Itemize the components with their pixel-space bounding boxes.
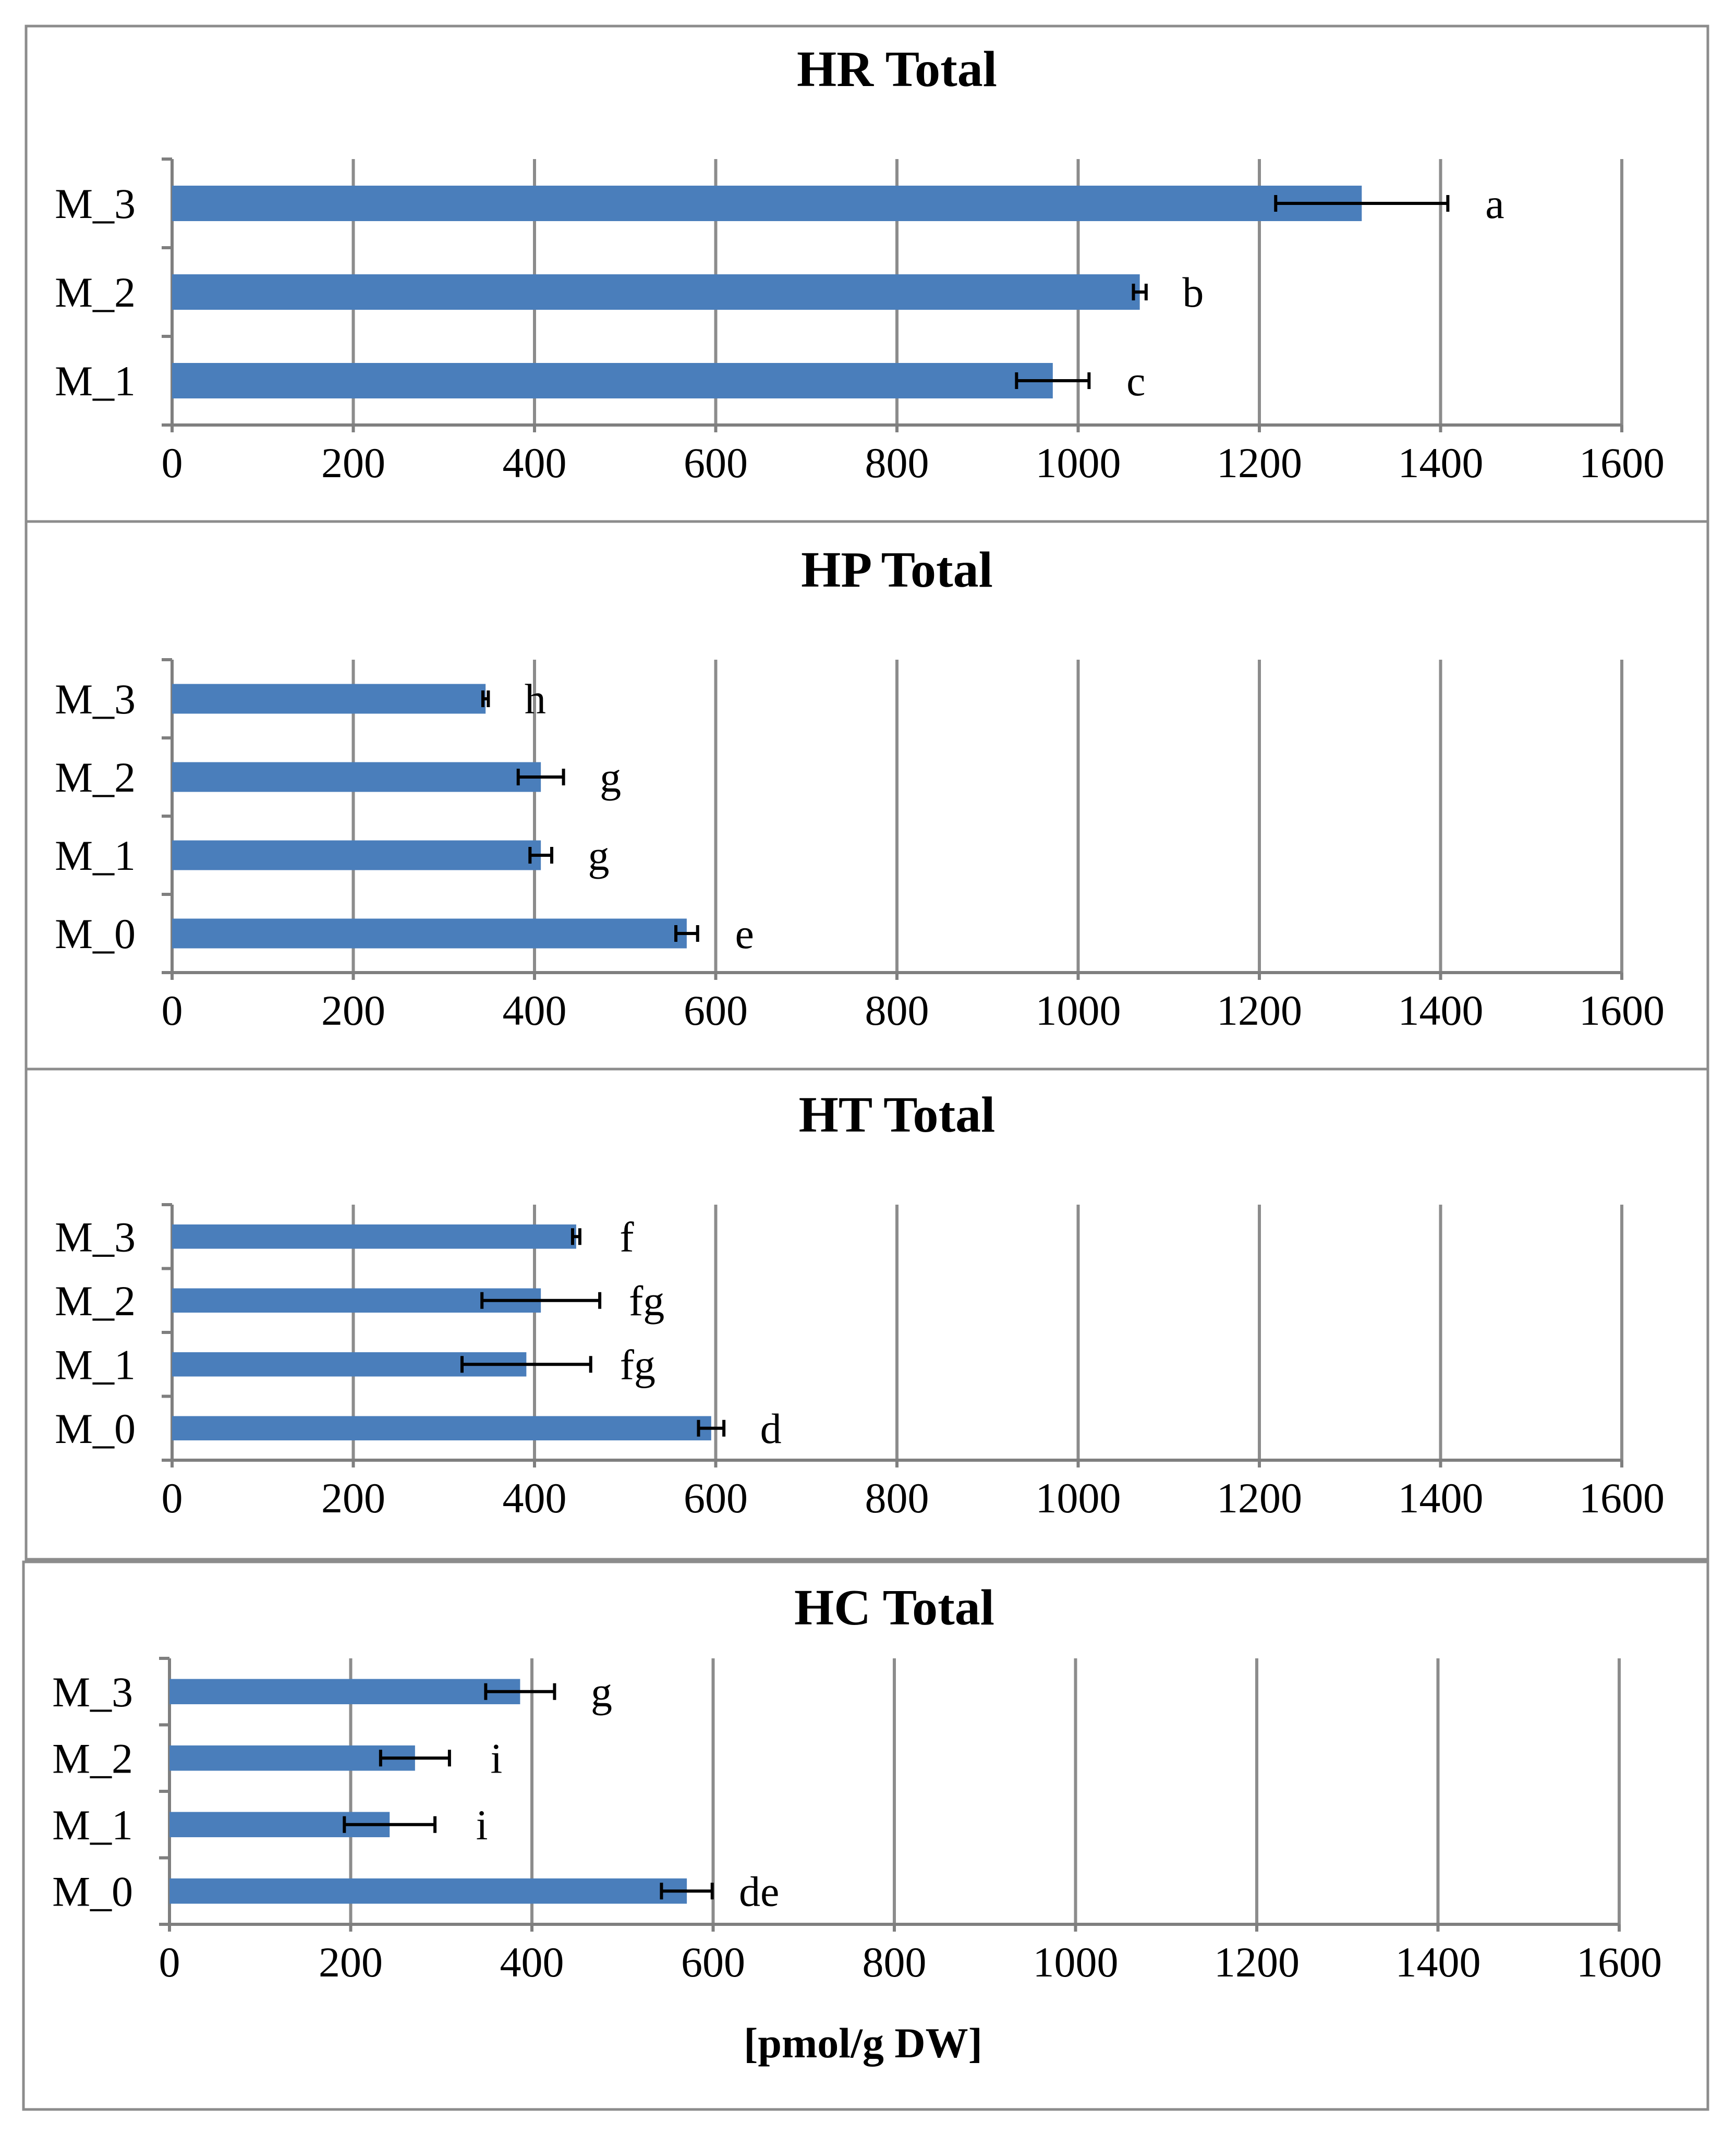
x-tick-label: 600: [684, 439, 748, 487]
chart-panel-1: HR Total 0 200 400 600 800 1000 1200 1400 1600 M_3…: [25, 25, 1709, 523]
y-category-label: M_0: [55, 910, 136, 957]
bar-m-2: [169, 1745, 415, 1771]
bar-m-3: [172, 1224, 576, 1249]
y-category-label: M_3: [55, 675, 136, 723]
x-tick-label: 400: [503, 439, 567, 487]
x-tick-label: 600: [684, 987, 748, 1034]
y-category-label: M_1: [52, 1801, 133, 1849]
bar-m-1: [172, 363, 1053, 398]
significance-label: a: [1485, 180, 1504, 227]
panel-frame: [25, 25, 1709, 523]
x-tick-label: 400: [503, 1474, 567, 1522]
bar-m-0: [169, 1878, 687, 1904]
x-tick-label: 0: [162, 439, 183, 487]
y-category-label: M_3: [55, 1213, 136, 1260]
x-tick-label: 1400: [1398, 1474, 1484, 1522]
significance-label: de: [739, 1867, 779, 1915]
significance-label: i: [490, 1734, 502, 1782]
x-tick-label: 1200: [1217, 987, 1302, 1034]
panel-frame: [25, 1068, 1709, 1561]
x-tick-label: 1400: [1398, 987, 1484, 1034]
bar-m-2: [172, 762, 541, 792]
significance-label: g: [588, 832, 610, 879]
y-category-label: M_0: [55, 1405, 136, 1452]
bar-m-2: [172, 1288, 541, 1313]
significance-label: i: [476, 1801, 488, 1849]
y-category-label: M_1: [55, 357, 136, 405]
x-tick-label: 800: [865, 987, 929, 1034]
x-tick-label: 1000: [1036, 439, 1121, 487]
x-tick-label: 1600: [1576, 1938, 1662, 1986]
significance-label: h: [525, 675, 546, 723]
chart-panel-4: HC Total 0 200 400 600 800 1000 1200 1400 1600 M_3…: [22, 1560, 1709, 2111]
x-tick-label: 0: [162, 987, 183, 1034]
bar-m-3: [172, 684, 486, 714]
x-tick-label: 1400: [1395, 1938, 1481, 1986]
y-category-label: M_2: [52, 1734, 133, 1782]
chart-panel-3: HT Total 0 200 400 600 800 1000 1200 1400 1600 M_3…: [25, 1068, 1709, 1561]
chart-title: HP Total: [801, 542, 993, 598]
x-tick-label: 800: [865, 439, 929, 487]
x-tick-label: 800: [863, 1938, 927, 1986]
x-tick-label: 1400: [1398, 439, 1484, 487]
x-tick-label: 0: [159, 1938, 180, 1986]
y-category-label: M_0: [52, 1867, 133, 1915]
x-tick-label: 1600: [1579, 1474, 1665, 1522]
x-tick-label: 400: [500, 1938, 564, 1986]
bar-m-0: [172, 918, 687, 949]
panel-frame: [25, 520, 1709, 1071]
x-tick-label: 200: [321, 439, 385, 487]
x-tick-label: 1600: [1579, 439, 1665, 487]
x-tick-label: 0: [162, 1474, 183, 1522]
y-category-label: M_2: [55, 1277, 136, 1325]
x-tick-label: 600: [681, 1938, 745, 1986]
significance-label: fg: [629, 1277, 664, 1325]
y-category-label: M_2: [55, 754, 136, 801]
y-category-label: M_2: [55, 269, 136, 316]
significance-label: g: [600, 754, 621, 801]
x-tick-label: 1200: [1214, 1938, 1300, 1986]
y-category-label: M_1: [55, 1341, 136, 1388]
chart-panel-2: HP Total 0 200 400 600 800 1000 1200 1400 1600 M_3…: [25, 520, 1709, 1071]
chart-title: HC Total: [794, 1580, 994, 1636]
bar-m-2: [172, 274, 1140, 310]
x-tick-label: 1000: [1033, 1938, 1119, 1986]
significance-label: g: [591, 1668, 612, 1716]
bar-m-3: [169, 1679, 520, 1704]
x-tick-label: 1200: [1217, 439, 1302, 487]
significance-label: c: [1126, 357, 1145, 405]
x-tick-label: 1600: [1579, 987, 1665, 1034]
x-tick-label: 600: [684, 1474, 748, 1522]
significance-label: e: [735, 910, 754, 957]
significance-label: b: [1182, 269, 1204, 316]
x-tick-label: 200: [321, 987, 385, 1034]
bar-m-3: [172, 186, 1362, 221]
x-tick-label: 200: [319, 1938, 383, 1986]
x-tick-label: 200: [321, 1474, 385, 1522]
x-tick-label: 1200: [1217, 1474, 1302, 1522]
y-category-label: M_1: [55, 832, 136, 879]
x-tick-label: 800: [865, 1474, 929, 1522]
chart-title: HT Total: [799, 1087, 996, 1143]
significance-label: fg: [620, 1341, 655, 1388]
chart-title: HR Total: [797, 41, 997, 98]
x-tick-label: 400: [503, 987, 567, 1034]
x-axis-label: [pmol/g DW]: [744, 2019, 982, 2067]
y-category-label: M_3: [55, 180, 136, 227]
significance-label: d: [760, 1405, 782, 1452]
bar-m-0: [172, 1416, 711, 1441]
y-category-label: M_3: [52, 1668, 133, 1716]
significance-label: f: [620, 1213, 634, 1260]
x-tick-label: 1000: [1036, 987, 1121, 1034]
x-tick-label: 1000: [1036, 1474, 1121, 1522]
bar-m-1: [172, 840, 541, 870]
